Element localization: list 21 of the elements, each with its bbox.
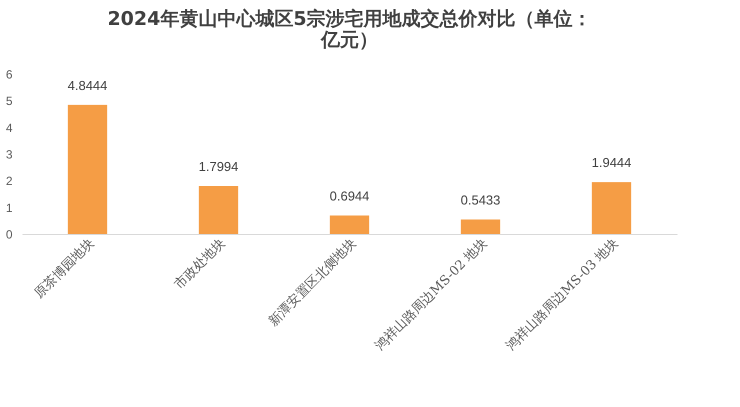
y-tick-label: 2: [6, 174, 13, 188]
y-tick-label: 1: [6, 200, 13, 215]
y-tick-label: 5: [6, 94, 13, 108]
data-label: 4.8444: [68, 78, 108, 93]
data-label: 0.6944: [330, 188, 370, 204]
bar: [330, 215, 370, 234]
data-label: 1.9444: [592, 155, 632, 170]
y-tick-label: 0: [6, 228, 13, 242]
bar: [198, 186, 238, 234]
bar: [68, 104, 108, 234]
x-tick-label: 新潭安置区北侧地块: [265, 235, 360, 330]
y-tick-label: 6: [6, 68, 13, 82]
y-tick-label: 3: [6, 148, 13, 162]
y-tick-label: 4: [6, 120, 13, 135]
x-tick-label: 市政处地块: [172, 236, 228, 292]
chart-title: 2024年黄山中心城区5宗涉宅用地成交总价对比（单位：亿元）: [107, 8, 592, 51]
data-label: 1.7994: [198, 159, 238, 174]
data-label: 0.5433: [460, 192, 500, 208]
x-tick-label: 原茶博园地块: [32, 236, 98, 302]
bar: [592, 182, 632, 234]
bar: [460, 220, 500, 234]
